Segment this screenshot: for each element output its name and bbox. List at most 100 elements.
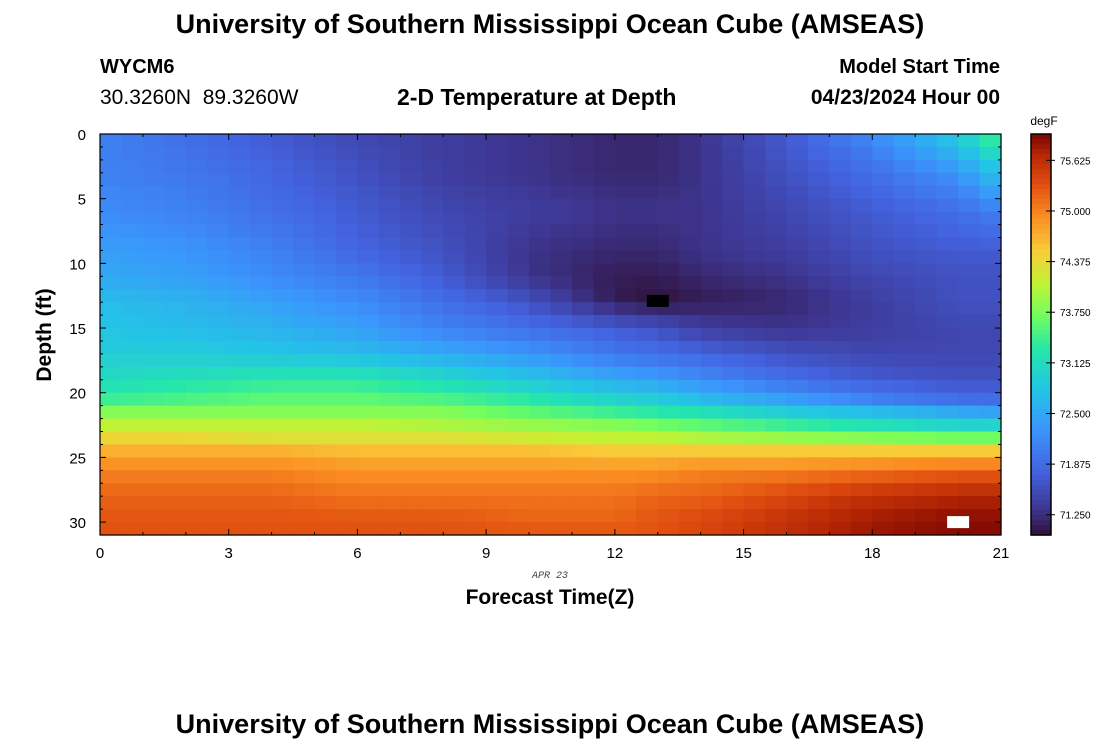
- colorbar-band: [1031, 339, 1051, 346]
- heatmap-cell: [421, 405, 444, 420]
- heatmap-cell: [550, 276, 573, 290]
- heatmap-cell: [893, 379, 916, 394]
- heatmap-cell: [100, 146, 123, 161]
- heatmap-cell: [121, 315, 144, 329]
- heatmap-cell: [571, 366, 594, 381]
- heatmap-cell: [872, 405, 895, 420]
- heatmap-cell: [765, 211, 788, 226]
- heatmap-cell: [443, 198, 466, 213]
- heatmap-cell: [636, 496, 659, 510]
- heatmap-cell: [743, 431, 766, 446]
- heatmap-cell: [679, 198, 702, 213]
- heatmap-cell: [915, 340, 938, 355]
- heatmap-cell: [614, 146, 637, 161]
- heatmap-cell: [915, 159, 938, 174]
- heatmap-cell: [893, 366, 916, 381]
- heatmap-cell: [335, 289, 359, 303]
- heatmap-cell: [400, 172, 423, 187]
- heatmap-cell: [936, 250, 959, 264]
- heatmap-cell: [722, 340, 745, 355]
- heatmap-cell: [722, 198, 745, 213]
- heatmap-cell: [979, 146, 1002, 161]
- heatmap-cell: [936, 185, 959, 200]
- heatmap-cell: [486, 237, 509, 252]
- colorbar-band: [1031, 499, 1051, 506]
- heatmap-cell: [100, 444, 123, 458]
- heatmap-cell: [185, 159, 208, 174]
- heatmap-cell: [550, 392, 573, 407]
- heatmap-cell: [786, 146, 809, 161]
- colorbar-band: [1031, 269, 1051, 275]
- heatmap-cell: [207, 379, 230, 394]
- heatmap-cell: [464, 470, 487, 484]
- heatmap-cell: [722, 418, 745, 433]
- heatmap-cell: [142, 418, 165, 433]
- heatmap-cell: [486, 289, 509, 303]
- heatmap-cell: [722, 159, 745, 174]
- heatmap-cell: [722, 250, 745, 264]
- heatmap-cell: [657, 483, 680, 497]
- heatmap-cell: [743, 250, 766, 264]
- heatmap-cell: [100, 315, 123, 329]
- heatmap-cell: [228, 431, 251, 446]
- heatmap-cell: [529, 211, 552, 226]
- heatmap-cell: [250, 237, 273, 252]
- heatmap-cell: [915, 302, 938, 316]
- heatmap-cell: [893, 211, 916, 226]
- heatmap-cell: [679, 431, 702, 446]
- heatmap-cell: [207, 211, 230, 226]
- heatmap-cell: [850, 379, 873, 394]
- heatmap-cell: [872, 172, 895, 187]
- heatmap-cell: [293, 134, 316, 148]
- heatmap-cell: [185, 457, 208, 471]
- heatmap-cell: [185, 302, 208, 316]
- heatmap-cell: [593, 250, 616, 264]
- heatmap-cell: [250, 159, 273, 174]
- heatmap-cell: [614, 263, 637, 277]
- heatmap-cell: [400, 483, 423, 497]
- heatmap-cell: [207, 315, 230, 329]
- heatmap-cell: [700, 392, 723, 407]
- heatmap-cell: [722, 134, 745, 148]
- heatmap-cell: [250, 353, 273, 368]
- heatmap-cell: [614, 185, 637, 200]
- heatmap-cell: [722, 289, 745, 303]
- heatmap-cell: [829, 146, 852, 161]
- colorbar-band: [1031, 199, 1051, 205]
- heatmap-cell: [829, 405, 852, 420]
- heatmap-cell: [571, 509, 594, 523]
- heatmap-cell: [657, 418, 680, 433]
- heatmap-cell: [979, 457, 1002, 471]
- heatmap-cell: [293, 211, 316, 226]
- heatmap-cell: [271, 211, 294, 226]
- colorbar-band: [1031, 479, 1051, 486]
- colorbar-band: [1031, 329, 1051, 336]
- heatmap-cell: [979, 263, 1002, 277]
- heatmap-cell: [550, 302, 573, 316]
- colorbar-band: [1031, 149, 1051, 155]
- heatmap-cell: [164, 263, 187, 277]
- heatmap-cell: [164, 276, 187, 290]
- heatmap-cell: [550, 172, 573, 187]
- heatmap-cell: [636, 392, 659, 407]
- heatmap-cell: [979, 353, 1002, 368]
- heatmap-cell: [593, 366, 616, 381]
- heatmap-cell: [250, 289, 273, 303]
- heatmap-cell: [786, 496, 809, 510]
- heatmap-cell: [614, 340, 637, 355]
- heatmap-cell: [958, 340, 981, 355]
- heatmap-cell: [400, 431, 423, 446]
- heatmap-cell: [636, 237, 659, 252]
- heatmap-cell: [228, 379, 251, 394]
- heatmap-cell: [657, 198, 680, 213]
- heatmap-cell: [571, 431, 594, 446]
- colorbar-band: [1031, 469, 1051, 476]
- heatmap-cell: [979, 405, 1002, 420]
- heatmap-cell: [357, 250, 380, 264]
- heatmap-cell: [464, 159, 487, 174]
- heatmap-cell: [507, 444, 530, 458]
- heatmap-cell: [593, 509, 616, 523]
- heatmap-cell: [657, 146, 680, 161]
- heatmap-cell: [100, 353, 123, 368]
- heatmap-cell: [765, 392, 788, 407]
